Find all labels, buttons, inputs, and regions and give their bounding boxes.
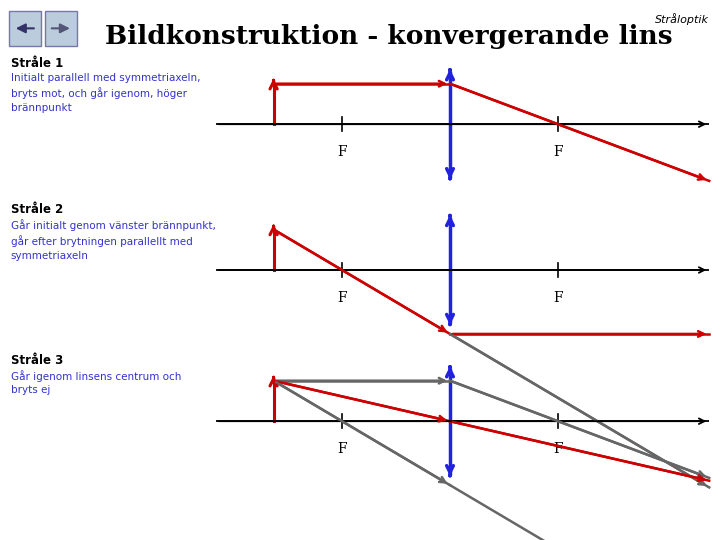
Text: Stråle 2: Stråle 2 [11, 203, 63, 216]
Text: Stråloptik: Stråloptik [655, 14, 709, 25]
Text: Bildkonstruktion - konvergerande lins: Bildkonstruktion - konvergerande lins [105, 24, 672, 49]
Text: Går igenom linsens centrum och
bryts ej: Går igenom linsens centrum och bryts ej [11, 370, 181, 395]
FancyBboxPatch shape [9, 11, 41, 46]
FancyBboxPatch shape [45, 11, 77, 46]
Text: Stråle 3: Stråle 3 [11, 354, 63, 367]
Text: F: F [337, 442, 347, 456]
Text: F: F [553, 145, 563, 159]
Text: F: F [337, 145, 347, 159]
Text: F: F [553, 291, 563, 305]
Text: F: F [337, 291, 347, 305]
Text: Går initialt genom vänster brännpunkt,
går efter brytningen parallellt med
symme: Går initialt genom vänster brännpunkt, g… [11, 219, 216, 261]
Text: Initialt parallell med symmetriaxeln,
bryts mot, och går igenom, höger
brännpunk: Initialt parallell med symmetriaxeln, br… [11, 73, 200, 113]
Text: Stråle 1: Stråle 1 [11, 57, 63, 70]
Text: F: F [553, 442, 563, 456]
